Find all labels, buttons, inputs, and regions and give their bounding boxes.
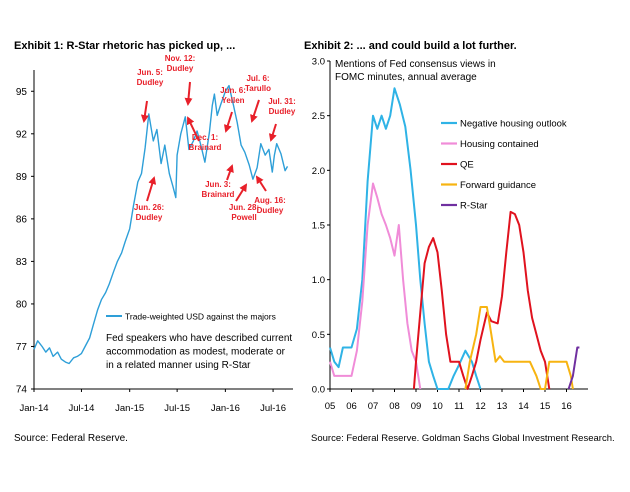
exhibit1-annotation-label: Jun. 5: <box>137 68 163 77</box>
exhibit1-note-line: accommodation as modest, moderate or <box>106 347 286 358</box>
exhibit1-annotation-label: Dudley <box>137 78 164 87</box>
exhibit1-annotation-label: Jun. 6: <box>220 86 246 95</box>
exhibit2-x-tick-label: 10 <box>432 401 443 412</box>
exhibit2-source: Source: Federal Reserve. Goldman Sachs G… <box>311 433 615 444</box>
exhibit2-y-tick-label: 0.5 <box>312 330 325 341</box>
exhibit2-y-tick-label: 2.0 <box>312 166 325 177</box>
exhibit1-y-tick-label: 80 <box>16 299 28 310</box>
exhibit1-x-tick-label: Jan-14 <box>19 403 48 414</box>
exhibit2-series-line <box>329 87 482 390</box>
exhibit1-annotation-arrow <box>184 81 193 106</box>
exhibit1-series <box>33 84 289 365</box>
exhibit2-title: Exhibit 2: ... and could build a lot fur… <box>304 40 517 52</box>
exhibit2-x-tick-label: 12 <box>475 401 486 412</box>
exhibit1-annotation-label: Jun. 28: <box>229 203 259 212</box>
exhibit1-x-tick-label: Jul-16 <box>260 403 286 414</box>
exhibit1-annotation-label: Brainard <box>189 143 222 152</box>
exhibit1-annotation-arrow <box>255 175 267 192</box>
exhibit2-legend-label: Negative housing outlook <box>460 119 567 130</box>
exhibit1-annotation-arrow <box>235 183 248 202</box>
exhibit2-x-tick-label: 14 <box>518 401 529 412</box>
exhibit2-y-tick-label: 3.0 <box>312 57 325 68</box>
exhibit1-note-line: Fed speakers who have described current <box>106 333 292 344</box>
exhibit2-x-tick-label: 13 <box>497 401 508 412</box>
exhibit2-x-tick-label: 07 <box>368 401 379 412</box>
exhibit1-annotation-label: Dudley <box>269 107 296 116</box>
exhibit1-annotation-label: Yellen <box>221 96 244 105</box>
exhibit2-series <box>329 87 580 390</box>
exhibit2-x-tick-label: 15 <box>540 401 551 412</box>
exhibit2-x-tick-label: 08 <box>389 401 400 412</box>
exhibit1-annotation-label: Jun. 26: <box>134 203 164 212</box>
exhibit1-annotation-label: Dudley <box>167 64 194 73</box>
exhibit2-x-tick-label: 09 <box>411 401 422 412</box>
exhibit1-annotation-label: Brainard <box>202 190 235 199</box>
exhibit2-x-tick-label: 16 <box>561 401 572 412</box>
exhibit2-series-line <box>464 306 574 390</box>
exhibit1-source: Source: Federal Reserve. <box>14 433 128 444</box>
exhibit2-series-line <box>412 210 551 390</box>
exhibit1-annotation-arrow <box>186 116 200 142</box>
exhibit1-y-tick-label: 89 <box>16 172 28 183</box>
exhibit2-y-tick-label: 0.0 <box>312 385 325 396</box>
exhibit1-annotation-label: Dec. 1: <box>192 133 218 142</box>
exhibit2-legend-label: R-Star <box>460 201 487 212</box>
exhibit1-y-tick-label: 74 <box>16 385 28 396</box>
exhibit2-axes: 0.0 0.5 1.0 1.5 2.0 2.5 3.0 05 06 07 08 09 10 11 12 13 1… <box>312 57 588 412</box>
exhibit2-x-tick-label: 11 <box>454 401 464 412</box>
exhibit1-annotation-arrow <box>140 100 149 123</box>
exhibit1-y-tick-label: 77 <box>16 342 28 353</box>
exhibit1-y-tick-label: 92 <box>16 129 28 140</box>
exhibit1-axes: 74 77 80 83 86 89 92 95 Jan-14 Jul-14 Jan-15 Jul-15… <box>16 70 293 414</box>
exhibit1-annotation-label: Dudley <box>136 213 163 222</box>
exhibit2-x-tick-label: 06 <box>346 401 357 412</box>
exhibit2-x-tick-label: 05 <box>325 401 336 412</box>
exhibit1-title: Exhibit 1: R-Star rhetoric has picked up… <box>14 40 235 52</box>
exhibit1-y-tick-label: 95 <box>16 87 28 98</box>
exhibit1-annotation-arrow <box>146 176 157 202</box>
exhibit1-legend-label: Trade-weighted USD against the majors <box>125 312 276 322</box>
exhibit1-annotation-label: Jul. 31: <box>268 97 296 106</box>
exhibit1-x-tick-label: Jul-15 <box>164 403 190 414</box>
exhibit2-y-tick-label: 1.5 <box>312 221 325 232</box>
exhibit2-legend: Negative housing outlook Housing containe… <box>441 119 567 212</box>
exhibit2-subtitle-line: Mentions of Fed consensus views in <box>335 59 496 70</box>
exhibit1-annotation-label: Dudley <box>257 206 284 215</box>
exhibit1-annotation-arrow <box>223 111 233 133</box>
exhibit1-usd-line <box>33 84 289 365</box>
exhibit2-series-line <box>329 182 422 390</box>
exhibit2-legend-label: Forward guidance <box>460 180 536 191</box>
exhibit1-annotation-label: Aug. 16: <box>254 196 286 205</box>
exhibit2-legend-label: Housing contained <box>460 139 539 150</box>
exhibit2-subtitle-line: FOMC minutes, annual average <box>335 72 477 83</box>
exhibit1-annotation-label: Nov. 12: <box>165 54 196 63</box>
exhibit1-annotation-label: Jul. 6: <box>246 74 269 83</box>
exhibit1-annotation-arrow <box>268 123 277 142</box>
exhibit1-x-tick-label: Jan-15 <box>115 403 144 414</box>
exhibit1-note-line: in a related manner using R-Star <box>106 360 251 371</box>
exhibit2-y-tick-label: 2.5 <box>312 111 325 122</box>
exhibit1-annotation-label: Tarullo <box>245 84 271 93</box>
exhibit1-legend: Trade-weighted USD against the majors Fed… <box>106 312 292 371</box>
exhibit1-x-tick-label: Jul-14 <box>69 403 95 414</box>
exhibit1-y-tick-label: 83 <box>16 257 28 268</box>
exhibit1-annotation-arrow <box>250 99 260 123</box>
exhibit1-x-tick-label: Jan-16 <box>211 403 240 414</box>
exhibit2-series-line <box>567 346 580 390</box>
exhibit1-y-tick-label: 86 <box>16 214 28 225</box>
exhibit2-y-tick-label: 1.0 <box>312 275 325 286</box>
exhibit1-annotation-arrow <box>226 164 234 181</box>
exhibit1-annotation-label: Jun. 3: <box>205 180 231 189</box>
exhibit1-annotation-label: Powell <box>231 213 256 222</box>
exhibit2-legend-label: QE <box>460 160 474 171</box>
